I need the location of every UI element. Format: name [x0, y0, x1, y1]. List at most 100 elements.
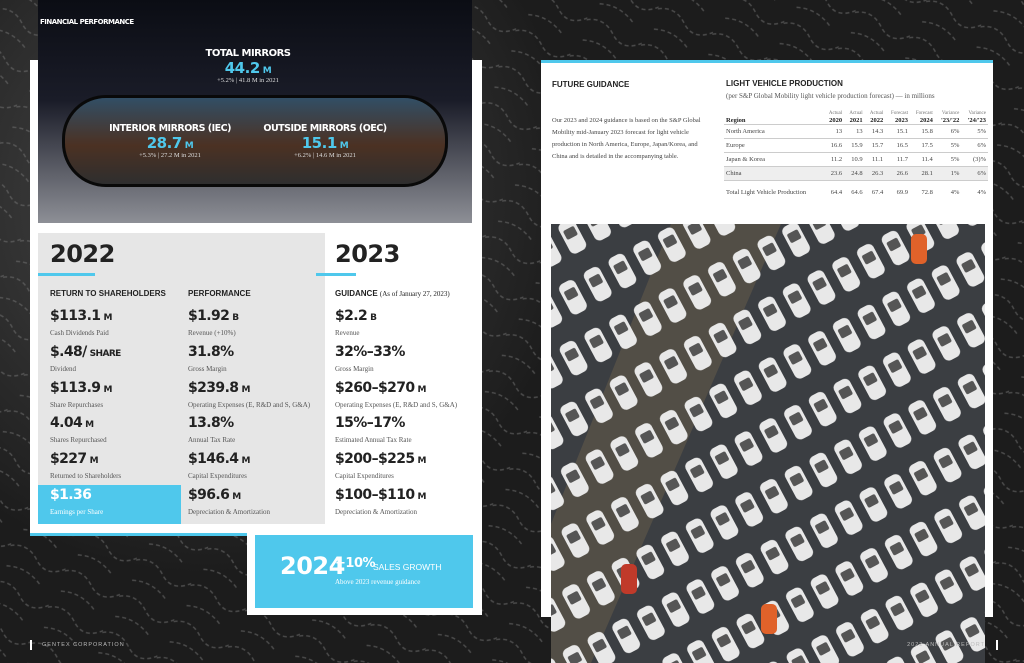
- cell: 64.6: [851, 188, 863, 196]
- header-top: Actual: [828, 110, 843, 116]
- box-2024-inner: [255, 535, 473, 608]
- value-text: $113.9: [50, 380, 101, 396]
- total-mirrors: TOTAL MIRRORS 44.2 M +5.2% | 41.8 M in 20…: [148, 48, 348, 84]
- header-title: FINANCIAL PERFORMANCE: [40, 18, 134, 26]
- value: $1.92 B: [188, 308, 239, 324]
- unit: B: [370, 313, 377, 323]
- value: 15.1: [301, 134, 338, 152]
- cell: 15.1: [896, 127, 908, 135]
- value: 44.2: [224, 59, 261, 77]
- label: Cash Dividends Paid: [50, 329, 109, 337]
- header-bottom: '24/'23: [967, 116, 986, 124]
- cell: 14.3: [871, 127, 884, 135]
- unit: M: [417, 385, 427, 395]
- cell: 13: [856, 127, 863, 135]
- label: Gross Margin: [188, 365, 227, 373]
- label: Gross Margin: [335, 365, 374, 373]
- header-cell: Actual 2022: [865, 106, 886, 124]
- value-text: $146.4: [188, 451, 239, 467]
- year: 2024: [280, 552, 345, 580]
- cell: 6%: [977, 141, 986, 149]
- interior-mirrors: INTERIOR MIRRORS (IEC) 28.7 M +5.3% | 27.…: [85, 123, 255, 159]
- value-text: $260–$270: [335, 380, 415, 396]
- label: Annual Tax Rate: [188, 436, 236, 444]
- value: $239.8 M: [188, 380, 250, 396]
- note: +5.2% | 41.8 M in 2021: [217, 77, 279, 84]
- note: +6.2% | 14.6 M in 2021: [294, 152, 356, 159]
- cell: 5%: [950, 141, 960, 149]
- table-subtitle: (per S&P Global Mobility light vehicle p…: [726, 92, 935, 100]
- outside-mirrors: OUTSIDE MIRRORS (OEC) 15.1 M +6.2% | 14.6…: [240, 123, 410, 159]
- value: $100–$110 M: [335, 487, 427, 503]
- label: Returned to Shareholders: [50, 472, 122, 480]
- label: Depreciation & Amortization: [188, 508, 271, 516]
- unit: M: [417, 456, 427, 466]
- cell: 23.6: [830, 169, 843, 177]
- value: $113.1 M: [50, 308, 112, 324]
- value: $.48/SHARE: [50, 344, 121, 360]
- value: $2.2 B: [335, 308, 377, 324]
- value: 13.8%: [188, 415, 234, 431]
- cell: 1%: [950, 169, 960, 177]
- unit: M: [85, 420, 94, 430]
- value: 32%–33%: [335, 344, 405, 360]
- unit: M: [241, 456, 250, 466]
- table-row: Japan & Korea 11.2 10.9 11.1 11.7 11.4 5% (3)%: [724, 152, 988, 166]
- table-row: Europe 16.6 15.9 15.7 16.5 17.5 5% 6%: [724, 138, 988, 152]
- label: INTERIOR MIRRORS (IEC): [109, 123, 231, 134]
- highlight-box: [38, 485, 181, 524]
- panel-2022: [38, 233, 325, 524]
- cell: Total Light Vehicle Production: [726, 188, 807, 196]
- unit: M: [89, 456, 99, 466]
- value: 28.7: [146, 134, 183, 152]
- value-text: 4.04: [50, 415, 83, 431]
- growth-value: +10%: [335, 556, 376, 571]
- header-cell: Variance '23/'22: [935, 106, 962, 124]
- cell: 11.7: [896, 155, 908, 163]
- label: Depreciation & Amortization: [335, 508, 418, 516]
- unit: M: [103, 385, 112, 395]
- cell: 5%: [977, 127, 986, 135]
- value-text: 13.8%: [188, 415, 234, 431]
- note: +5.3% | 27.2 M in 2021: [139, 152, 201, 159]
- value-text: $239.8: [188, 380, 239, 396]
- cell: China: [726, 169, 742, 177]
- unit: M: [241, 385, 250, 395]
- cell: 10.9: [851, 155, 863, 163]
- value: $113.9 M: [50, 380, 112, 396]
- header-top: Actual: [849, 110, 863, 116]
- cell: North America: [726, 127, 765, 135]
- unit: M: [103, 313, 112, 323]
- value: $146.4 M: [188, 451, 250, 467]
- header-top: Forecast: [915, 110, 933, 116]
- unit: M: [184, 141, 194, 151]
- table-row: North America 13 13 14.3 15.1 15.8 6% 5%: [724, 124, 988, 138]
- cell: 16.6: [830, 141, 843, 149]
- cell: 6%: [950, 127, 960, 135]
- cell: 4%: [977, 188, 986, 196]
- value-text: $2.2: [335, 308, 368, 324]
- cell: 11.1: [872, 155, 884, 163]
- unit: B: [232, 313, 239, 323]
- heading-text: GUIDANCE: [335, 289, 378, 298]
- value: 4.04 M: [50, 415, 94, 431]
- value: $227 M: [50, 451, 99, 467]
- label: Operating Expenses (E, R&D and S, G&A): [188, 401, 311, 409]
- header-top: Forecast: [891, 110, 908, 116]
- header-bottom: 2021: [849, 116, 863, 124]
- cell: 16.5: [896, 141, 908, 149]
- header-top: Variance: [968, 110, 987, 116]
- guidance-title: FUTURE GUIDANCE: [552, 80, 630, 89]
- cell: 15.7: [871, 141, 884, 149]
- header-bottom: 2024: [919, 116, 933, 124]
- value-text: $113.1: [50, 308, 101, 324]
- year: 2022: [50, 240, 115, 268]
- page-mark: [996, 640, 998, 650]
- cell: 11.2: [831, 155, 843, 163]
- label: Shares Repurchased: [50, 436, 107, 444]
- label: Dividend: [50, 365, 77, 373]
- table-row: China 23.6 24.8 26.3 26.6 28.1 1% 6%: [724, 166, 988, 180]
- unit: M: [339, 141, 349, 151]
- value-text: 15%–17%: [335, 415, 405, 431]
- cell: 13: [835, 127, 843, 135]
